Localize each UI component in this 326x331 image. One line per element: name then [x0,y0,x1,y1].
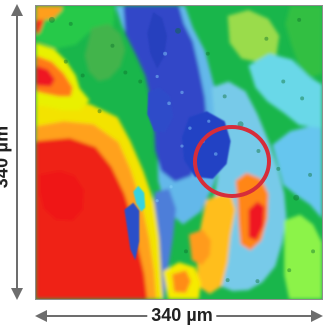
lower-blue-finger [124,202,140,261]
vertical-arrow-svg [11,4,23,300]
top-right-green [285,6,322,79]
surface-noise [48,16,316,284]
bottom-center-orange [172,270,191,294]
mid-blue-patch [147,87,174,133]
top-left-orange-edge [36,6,62,20]
small-cyan-fleck [133,185,146,212]
right-cyan-region [272,126,322,219]
left-yellow-band [36,99,164,299]
upper-center-green [84,23,126,82]
surface-map [35,5,323,300]
left-red-core [39,170,84,221]
vertical-scale-label: 340 µm [0,125,12,189]
lower-right-red [248,201,265,241]
horizontal-scale-label: 340 µm [147,305,217,325]
bottom-right-light-green [284,214,322,299]
upper-left-red [36,65,55,87]
vertical-scale-arrow [10,4,24,300]
lower-center-orange [188,229,211,266]
surface-map-svg [36,6,322,299]
circled-region-marker [193,125,271,198]
large-red-region [36,122,152,299]
upper-right-lime [227,9,280,63]
right-cyan-band [248,53,322,129]
upper-left-orange [36,55,73,97]
upper-left-green [36,6,115,49]
lower-center-yellow [196,193,236,295]
top-blue-streak [147,11,168,69]
